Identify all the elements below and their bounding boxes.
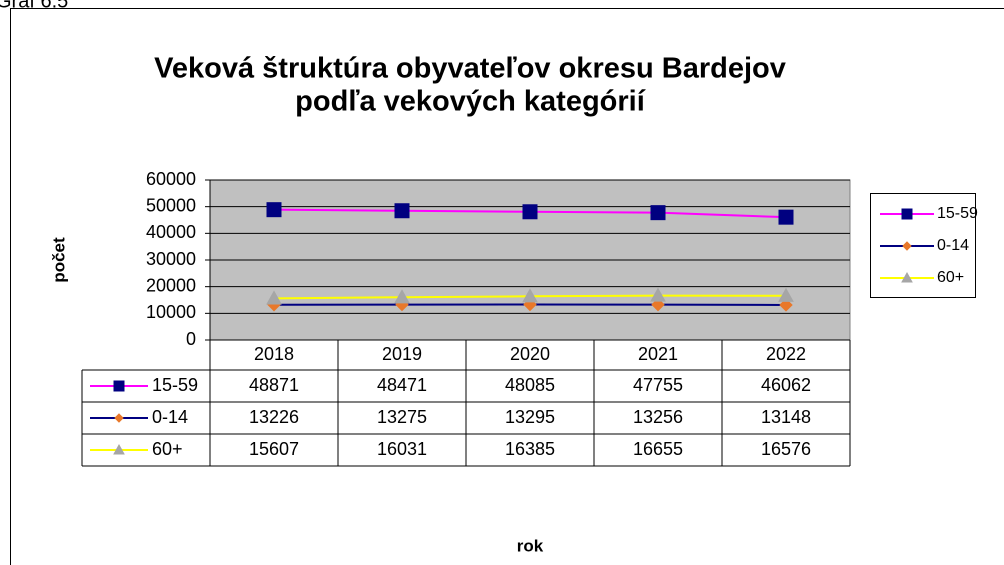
data-point xyxy=(778,287,794,302)
table-value: 48471 xyxy=(377,375,427,395)
chart-title: Veková štruktúra obyvateľov okresu Barde… xyxy=(154,53,786,85)
table-value: 47755 xyxy=(633,375,683,395)
table-value: 16655 xyxy=(633,439,683,459)
y-tick-label: 30000 xyxy=(146,249,196,269)
data-point xyxy=(650,205,666,221)
data-point xyxy=(650,287,666,302)
table-value: 13148 xyxy=(761,407,811,427)
legend-key-marker xyxy=(901,271,913,283)
legend-label: 60+ xyxy=(937,269,964,286)
legend-label: 0-14 xyxy=(937,237,969,254)
data-point xyxy=(266,202,282,218)
y-tick-label: 0 xyxy=(186,329,196,349)
table-value: 16031 xyxy=(377,439,427,459)
data-point xyxy=(266,290,282,305)
data-point xyxy=(522,204,538,220)
y-tick-label: 10000 xyxy=(146,302,196,322)
y-axis-title: počet xyxy=(49,237,68,283)
chart-title: podľa vekových kategórií xyxy=(295,86,646,118)
table-value: 16385 xyxy=(505,439,555,459)
table-series-name: 60+ xyxy=(152,439,183,459)
table-key-marker xyxy=(113,443,125,455)
table-series-name: 0-14 xyxy=(152,407,188,427)
table-value: 48871 xyxy=(249,375,299,395)
legend-key-marker xyxy=(901,208,913,220)
x-axis-title: rok xyxy=(517,536,544,555)
table-key-marker xyxy=(114,413,124,423)
y-tick-label: 60000 xyxy=(146,169,196,189)
data-point xyxy=(522,288,538,303)
y-tick-label: 50000 xyxy=(146,195,196,215)
table-value: 13295 xyxy=(505,407,555,427)
table-series-name: 15-59 xyxy=(152,375,198,395)
x-tick-label: 2020 xyxy=(510,344,550,364)
x-tick-label: 2021 xyxy=(638,344,678,364)
data-point xyxy=(778,209,794,225)
data-point xyxy=(779,298,793,312)
table-value: 13256 xyxy=(633,407,683,427)
table-value: 13275 xyxy=(377,407,427,427)
x-tick-label: 2019 xyxy=(382,344,422,364)
y-tick-label: 40000 xyxy=(146,222,196,242)
y-tick-label: 20000 xyxy=(146,275,196,295)
data-point xyxy=(394,203,410,219)
table-value: 13226 xyxy=(249,407,299,427)
legend-key-marker xyxy=(902,241,912,251)
x-tick-label: 2018 xyxy=(254,344,294,364)
x-tick-label: 2022 xyxy=(766,344,806,364)
table-value: 46062 xyxy=(761,375,811,395)
table-value: 48085 xyxy=(505,375,555,395)
table-value: 16576 xyxy=(761,439,811,459)
table-value: 15607 xyxy=(249,439,299,459)
data-point xyxy=(394,289,410,304)
legend-label: 15-59 xyxy=(937,205,978,222)
table-key-marker xyxy=(113,380,125,392)
